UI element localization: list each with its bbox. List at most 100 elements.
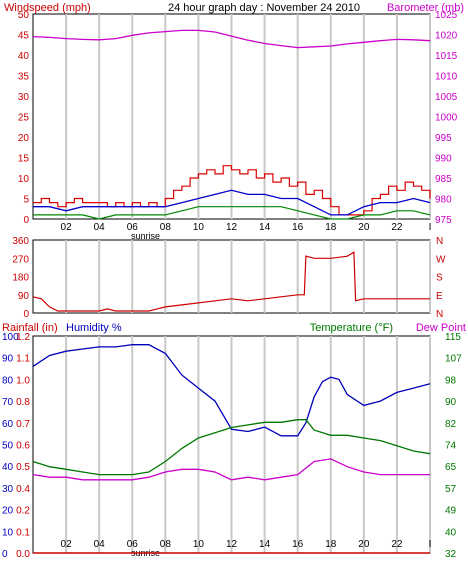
wind-gust-line bbox=[33, 165, 431, 216]
wind-x-tick-label: 06 bbox=[127, 222, 139, 233]
graph-title: 24 hour graph day : November 24 2010 bbox=[168, 2, 360, 14]
barometer-tick-label: 985 bbox=[435, 174, 452, 185]
windspeed-tick-label: 50 bbox=[18, 10, 30, 21]
direction-degree-tick-label: 180 bbox=[12, 273, 29, 284]
humidity-tick-label: 10 bbox=[2, 527, 14, 538]
temp-x-tick-label: 22 bbox=[391, 539, 403, 550]
rainfall-tick-label: 0.0 bbox=[16, 549, 30, 559]
humidity-tick-label: 20 bbox=[2, 506, 14, 517]
windspeed-tick-label: 45 bbox=[18, 31, 30, 42]
temperature-tick-label: 57 bbox=[445, 484, 457, 495]
wind-average-line bbox=[33, 189, 431, 216]
compass-tick-label: N bbox=[436, 236, 443, 247]
wind-x-tick-label: 08 bbox=[160, 222, 172, 233]
windspeed-tick-label: 40 bbox=[18, 51, 30, 62]
rainfall-tick-label: 0.2 bbox=[16, 506, 30, 517]
humidity-tick-label: 70 bbox=[2, 397, 14, 408]
humidity-line bbox=[32, 344, 431, 437]
wind-x-tick-label: 12 bbox=[226, 222, 238, 233]
windspeed-tick-label: 30 bbox=[18, 92, 30, 103]
wind-x-tick-label: 20 bbox=[358, 222, 370, 233]
wind-x-tick-label: I bbox=[429, 222, 432, 233]
rainfall-tick-label: 1.1 bbox=[16, 354, 30, 365]
barometer-tick-label: 1020 bbox=[435, 31, 458, 42]
direction-degree-tick-label: 90 bbox=[18, 291, 30, 302]
barometer-tick-label: 995 bbox=[435, 133, 452, 144]
humidity-tick-label: 80 bbox=[2, 375, 14, 386]
windspeed-tick-label: 15 bbox=[18, 154, 30, 165]
direction-degree-tick-label: 0 bbox=[23, 309, 29, 320]
temp-x-tick-label: 16 bbox=[292, 539, 304, 550]
wind-x-tick-label: 14 bbox=[259, 222, 271, 233]
temperature-tick-label: 74 bbox=[445, 441, 457, 452]
temp-x-tick-label: 08 bbox=[160, 539, 172, 550]
wind-x-tick-label: 18 bbox=[325, 222, 337, 233]
rainfall-tick-label: 1.0 bbox=[16, 375, 30, 386]
humidity-axis-label: Humidity % bbox=[66, 322, 122, 334]
wind-direction-line bbox=[32, 251, 430, 312]
humidity-tick-label: 50 bbox=[2, 441, 14, 452]
rainfall-tick-label: 0.4 bbox=[16, 484, 30, 495]
humidity-tick-label: 40 bbox=[2, 462, 14, 473]
barometer-line bbox=[32, 29, 431, 49]
temperature-tick-label: 98 bbox=[445, 375, 457, 386]
windspeed-tick-label: 25 bbox=[18, 113, 30, 124]
wind-x-tick-label: 22 bbox=[391, 222, 403, 233]
temperature-tick-label: 107 bbox=[445, 354, 462, 365]
temp-x-tick-label: 14 bbox=[259, 539, 271, 550]
windspeed-axis-label: Windspeed (mph) bbox=[4, 2, 91, 14]
temperature-tick-label: 40 bbox=[445, 527, 457, 538]
rainfall-tick-label: 0.1 bbox=[16, 527, 30, 538]
wind-x-tick-label: 04 bbox=[94, 222, 106, 233]
temperature-line bbox=[32, 419, 431, 476]
humidity-tick-label: 0 bbox=[2, 549, 8, 559]
windspeed-tick-label: 0 bbox=[23, 215, 29, 226]
wind-lull-line bbox=[33, 206, 431, 220]
barometer-tick-label: 990 bbox=[435, 154, 452, 165]
humidity-tick-label: 60 bbox=[2, 419, 14, 430]
temp-x-tick-label: 04 bbox=[94, 539, 106, 550]
rainfall-axis-label: Rainfall (in) bbox=[2, 322, 58, 334]
temp-x-tick-label: I bbox=[429, 539, 432, 550]
compass-tick-label: W bbox=[436, 254, 446, 265]
windspeed-tick-label: 10 bbox=[18, 174, 30, 185]
rainfall-tick-label: 0.8 bbox=[16, 397, 30, 408]
wind-x-tick-label: 02 bbox=[61, 222, 73, 233]
humidity-tick-label: 100 bbox=[2, 332, 19, 343]
direction-degree-tick-label: 360 bbox=[12, 236, 29, 247]
compass-tick-label: E bbox=[436, 291, 443, 302]
temp-x-tick-label: 12 bbox=[226, 539, 238, 550]
temperature-tick-label: 32 bbox=[445, 549, 457, 559]
temperature-tick-label: 82 bbox=[445, 419, 457, 430]
barometer-axis-label: Barometer (mb) bbox=[387, 2, 464, 14]
temperature-axis-label: Temperature (°F) bbox=[310, 322, 393, 334]
dewpoint-axis-label: Dew Point bbox=[416, 322, 466, 334]
temp-x-tick-label: 02 bbox=[61, 539, 73, 550]
barometer-tick-label: 1000 bbox=[435, 113, 458, 124]
temperature-tick-label: 49 bbox=[445, 506, 457, 517]
wind-x-tick-label: 16 bbox=[292, 222, 304, 233]
rainfall-tick-label: 1.2 bbox=[16, 332, 30, 343]
compass-tick-label: N bbox=[436, 309, 443, 320]
barometer-tick-label: 1015 bbox=[435, 51, 458, 62]
temp-x-tick-label: 18 bbox=[325, 539, 337, 550]
rainfall-tick-label: 0.6 bbox=[16, 441, 30, 452]
barometer-tick-label: 1010 bbox=[435, 72, 458, 83]
temp-x-tick-label: 20 bbox=[358, 539, 370, 550]
wind-x-tick-label: 10 bbox=[193, 222, 205, 233]
windspeed-tick-label: 20 bbox=[18, 133, 30, 144]
rainfall-tick-label: 0.7 bbox=[16, 419, 30, 430]
temp-x-tick-label: 10 bbox=[193, 539, 205, 550]
windspeed-tick-label: 35 bbox=[18, 72, 30, 83]
temp-x-tick-label: 06 bbox=[127, 539, 139, 550]
temperature-tick-label: 90 bbox=[445, 397, 457, 408]
windspeed-tick-label: 5 bbox=[23, 195, 29, 206]
barometer-tick-label: 1005 bbox=[435, 92, 458, 103]
compass-tick-label: S bbox=[436, 273, 443, 284]
direction-degree-tick-label: 270 bbox=[12, 254, 29, 265]
humidity-tick-label: 30 bbox=[2, 484, 14, 495]
barometer-tick-label: 1025 bbox=[435, 10, 458, 21]
barometer-tick-label: 975 bbox=[435, 215, 452, 226]
